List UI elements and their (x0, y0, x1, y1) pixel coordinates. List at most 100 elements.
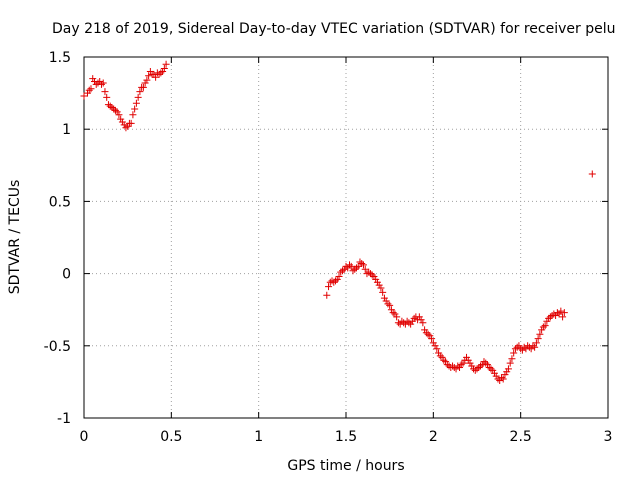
data-point (152, 73, 160, 81)
data-point (531, 343, 539, 351)
data-point (108, 104, 116, 112)
data-point (83, 89, 91, 97)
data-point (415, 313, 423, 321)
data-point (508, 355, 516, 363)
data-point (553, 309, 561, 317)
data-point (391, 310, 399, 318)
data-point (424, 330, 432, 338)
data-point (466, 359, 474, 367)
data-point (510, 349, 518, 357)
y-tick-label: 0.5 (49, 194, 71, 210)
data-point (347, 262, 355, 270)
data-point (146, 67, 154, 75)
data-point (99, 79, 107, 87)
data-point (387, 306, 395, 314)
data-point (124, 122, 132, 130)
data-point (345, 261, 353, 269)
y-tick-label: 0 (62, 267, 71, 283)
data-point (359, 261, 367, 269)
data-point (483, 361, 491, 369)
data-point (87, 85, 95, 93)
data-point (352, 264, 360, 272)
x-tick-label: 0 (80, 429, 89, 445)
data-point (127, 119, 135, 127)
x-tick-label: 1.5 (335, 429, 357, 445)
x-tick-label: 2.5 (510, 429, 532, 445)
data-point (145, 72, 153, 80)
data-point (410, 314, 418, 322)
data-point (429, 339, 437, 347)
data-point (555, 310, 563, 318)
data-point (534, 335, 542, 343)
data-point (529, 342, 537, 350)
data-point (143, 76, 151, 84)
data-point (389, 309, 397, 317)
data-point (436, 352, 444, 360)
data-point (545, 314, 553, 322)
data-point (419, 319, 427, 327)
data-point (366, 270, 374, 278)
data-point (351, 265, 359, 273)
data-point (330, 278, 338, 286)
data-point (468, 362, 476, 370)
data-point (440, 356, 448, 364)
data-point (160, 65, 168, 73)
data-point (435, 349, 443, 357)
data-point (527, 345, 535, 353)
data-point (464, 356, 472, 364)
data-point (452, 365, 460, 373)
data-point (539, 323, 547, 331)
data-point (407, 320, 415, 328)
data-point (129, 111, 137, 119)
data-point (97, 80, 105, 88)
data-point (340, 265, 348, 273)
data-point (417, 316, 425, 324)
data-point (536, 330, 544, 338)
data-point (504, 365, 512, 373)
data-point (89, 75, 97, 83)
data-point (354, 262, 362, 270)
y-axis-label: SDTVAR / TECUs (7, 180, 23, 295)
data-point (85, 86, 93, 94)
data-point (543, 317, 551, 325)
data-point (443, 361, 451, 369)
data-point (489, 366, 497, 374)
data-point (80, 92, 88, 100)
data-point (134, 93, 142, 101)
data-point (103, 93, 111, 101)
data-point (122, 124, 130, 132)
data-point (503, 368, 511, 376)
data-point (557, 307, 565, 315)
data-point (332, 277, 340, 285)
data-point (473, 365, 481, 373)
grid-layer (84, 57, 608, 418)
data-point (335, 272, 343, 280)
data-point (487, 365, 495, 373)
data-point (475, 363, 483, 371)
data-points (80, 60, 596, 384)
data-point (120, 121, 128, 129)
data-point (431, 342, 439, 350)
data-point (546, 313, 554, 321)
data-point (492, 372, 500, 380)
data-point (438, 353, 446, 361)
data-point (118, 118, 126, 126)
data-point (393, 313, 401, 321)
data-point (384, 300, 392, 308)
data-point (370, 272, 378, 280)
data-point (159, 67, 167, 75)
data-point (386, 301, 394, 309)
x-tick-label: 0.5 (160, 429, 182, 445)
data-point (496, 376, 504, 384)
data-point (372, 275, 380, 283)
data-point (141, 79, 149, 87)
x-tick-label: 3 (604, 429, 613, 445)
data-point (442, 358, 450, 366)
data-point (485, 363, 493, 371)
data-point (155, 70, 163, 78)
data-point (499, 375, 507, 383)
data-point (421, 326, 429, 334)
data-point (433, 345, 441, 353)
data-point (480, 358, 488, 366)
data-point (405, 319, 413, 327)
